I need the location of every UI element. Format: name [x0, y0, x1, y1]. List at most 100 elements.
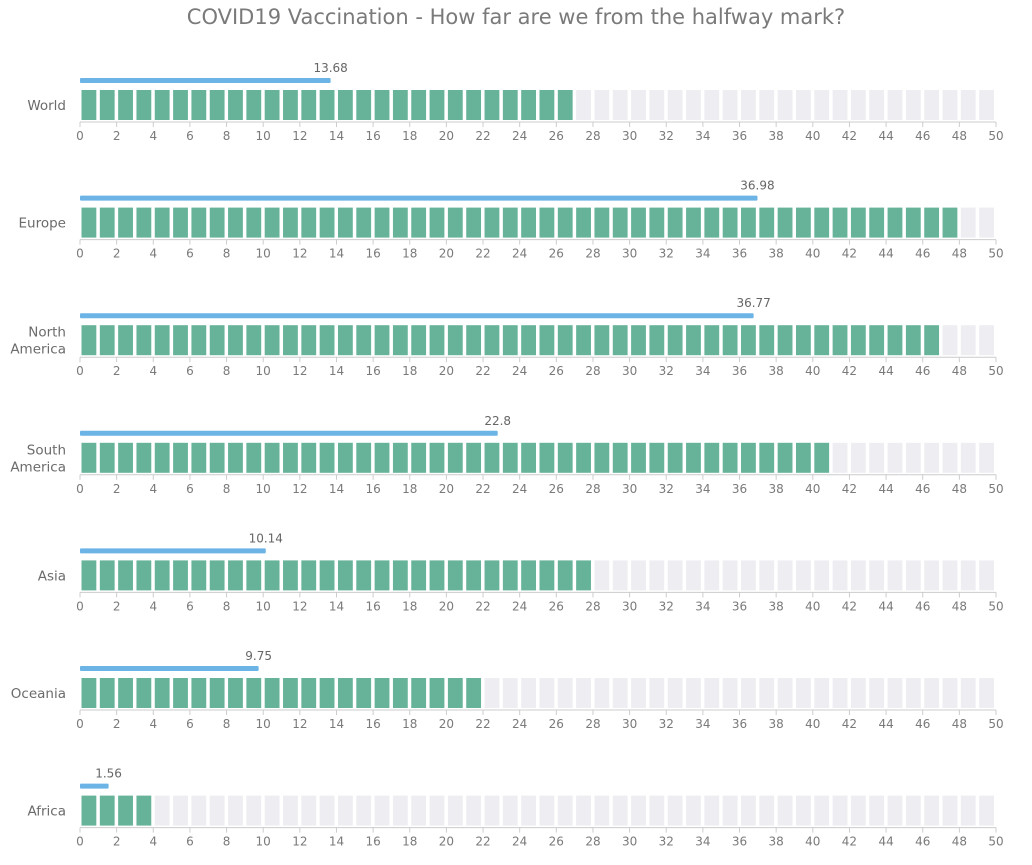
- filled-block: [136, 560, 152, 591]
- filled-block: [612, 207, 628, 238]
- filled-block: [667, 207, 683, 238]
- filled-block: [283, 325, 298, 356]
- region-panel: 22.80 2 4 6 8 10 12 14 16 18 20 22 24 26 28 30 32 34 36 38 4…: [10, 414, 1003, 496]
- x-tick-label: 40: [805, 835, 820, 849]
- filled-block: [337, 207, 353, 238]
- empty-block: [209, 795, 225, 826]
- filled-block: [392, 90, 408, 120]
- region-label: Asia: [38, 568, 66, 584]
- x-tick-label: 46: [915, 835, 930, 849]
- x-tick-label: 4: [149, 835, 157, 849]
- filled-block: [521, 560, 536, 591]
- empty-block: [704, 90, 720, 120]
- value-label: 36.77: [736, 296, 770, 310]
- x-tick-label: 36: [732, 364, 747, 378]
- x-tick-label: 2: [113, 247, 121, 261]
- x-tick-label: 10: [256, 247, 271, 261]
- x-tick-label: 44: [878, 717, 893, 731]
- empty-block: [832, 678, 848, 708]
- x-tick-label: 26: [549, 129, 564, 143]
- empty-block: [924, 560, 940, 591]
- empty-block: [905, 678, 921, 708]
- empty-block: [301, 795, 317, 826]
- x-tick-label: 16: [365, 599, 380, 613]
- empty-block: [704, 678, 720, 708]
- filled-block: [228, 90, 243, 120]
- x-tick-label: 6: [186, 835, 194, 849]
- filled-block: [136, 795, 152, 826]
- x-tick-label: 8: [223, 364, 231, 378]
- x-tick-label: 18: [402, 599, 417, 613]
- x-tick-label: 2: [113, 717, 121, 731]
- filled-block: [356, 560, 372, 591]
- x-tick-label: 46: [915, 482, 930, 496]
- x-tick-label: 48: [952, 482, 967, 496]
- empty-block: [484, 795, 500, 826]
- filled-block: [209, 678, 225, 708]
- filled-block: [667, 325, 683, 356]
- x-tick-label: 22: [475, 364, 490, 378]
- x-tick-label: 50: [988, 717, 1003, 731]
- x-tick-label: 44: [878, 247, 893, 261]
- filled-block: [521, 90, 536, 120]
- x-tick-label: 24: [512, 364, 527, 378]
- empty-block: [631, 795, 646, 826]
- x-tick-label: 12: [292, 717, 307, 731]
- x-tick-label: 20: [439, 129, 454, 143]
- filled-block: [502, 90, 518, 120]
- filled-block: [741, 442, 756, 473]
- empty-block: [887, 442, 903, 473]
- x-tick-label: 28: [585, 482, 600, 496]
- empty-block: [942, 325, 958, 356]
- empty-block: [722, 90, 738, 120]
- filled-block: [99, 442, 115, 473]
- x-tick-label: 28: [585, 835, 600, 849]
- filled-block: [447, 90, 463, 120]
- filled-block: [594, 325, 610, 356]
- x-tick-label: 50: [988, 599, 1003, 613]
- x-tick-label: 32: [659, 835, 674, 849]
- empty-block: [741, 795, 756, 826]
- empty-block: [869, 795, 885, 826]
- x-tick-label: 36: [732, 129, 747, 143]
- empty-block: [557, 795, 573, 826]
- empty-block: [850, 442, 866, 473]
- region-label: South: [27, 442, 66, 458]
- x-tick-label: 2: [113, 835, 121, 849]
- filled-block: [337, 325, 353, 356]
- x-tick-label: 8: [223, 599, 231, 613]
- value-bar: [80, 313, 754, 319]
- filled-block: [319, 442, 335, 473]
- empty-block: [686, 560, 701, 591]
- empty-block: [759, 560, 775, 591]
- filled-block: [264, 560, 280, 591]
- filled-block: [539, 90, 555, 120]
- x-tick-label: 30: [622, 482, 637, 496]
- filled-block: [81, 207, 97, 238]
- empty-block: [741, 560, 756, 591]
- empty-block: [795, 90, 811, 120]
- empty-block: [631, 678, 646, 708]
- filled-block: [466, 325, 482, 356]
- x-tick-label: 38: [769, 835, 784, 849]
- empty-block: [814, 560, 830, 591]
- empty-block: [979, 325, 994, 356]
- empty-block: [264, 795, 280, 826]
- filled-block: [283, 678, 298, 708]
- filled-block: [777, 325, 793, 356]
- filled-block: [722, 325, 738, 356]
- filled-block: [173, 678, 188, 708]
- filled-block: [429, 325, 445, 356]
- x-tick-label: 18: [402, 247, 417, 261]
- empty-block: [814, 678, 830, 708]
- filled-block: [99, 90, 115, 120]
- x-tick-label: 6: [186, 247, 194, 261]
- empty-block: [356, 795, 372, 826]
- filled-block: [374, 207, 390, 238]
- x-tick-label: 2: [113, 364, 121, 378]
- empty-block: [960, 442, 976, 473]
- x-tick-label: 2: [113, 599, 121, 613]
- filled-block: [411, 207, 427, 238]
- x-tick-label: 24: [512, 835, 527, 849]
- x-tick-label: 48: [952, 599, 967, 613]
